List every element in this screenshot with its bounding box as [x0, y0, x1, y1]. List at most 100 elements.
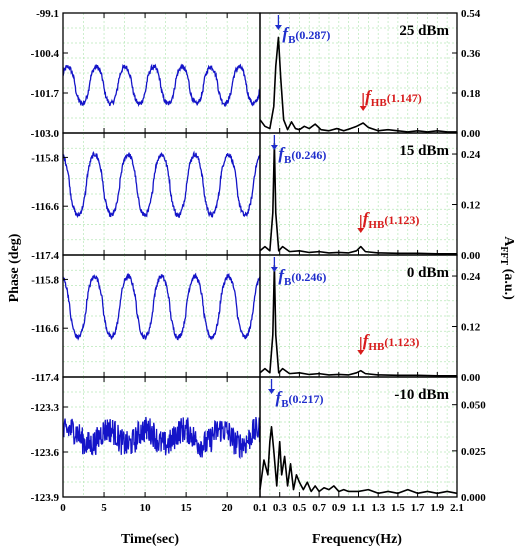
fft-ytick-label-0-0: 0.00 — [461, 128, 481, 140]
fft-xtick-label-3: 0.7 — [312, 502, 326, 514]
fft-xtick-label-6: 1.3 — [371, 502, 385, 514]
right-ylabel-main: A — [501, 236, 516, 247]
fft-xtick-label-7: 1.5 — [391, 502, 405, 514]
phase-ytick-label-0-0: -99.1 — [36, 8, 59, 20]
peak-label-f-1-0: f — [278, 144, 286, 163]
phase-panel-0: -99.1 -100.4 -101.7 -103.0 — [31, 8, 261, 140]
peak-label-sub-0-1: HB — [371, 97, 388, 109]
phase-xtick-label-3: 15 — [181, 502, 193, 514]
phase-xtick-label-1: 5 — [101, 502, 107, 514]
peak-arrow-head-2-1 — [357, 350, 365, 355]
phase-xtick-label-0: 0 — [60, 502, 66, 514]
fft-xtick-label-1: 0.3 — [273, 502, 287, 514]
left-ylabel: Phase (deg) — [7, 233, 22, 302]
left-xlabel: Time(sec) — [121, 532, 179, 547]
peak-arrow-head-0-1 — [359, 106, 367, 111]
panels: -99.1 -100.4 -101.7 -103.0 0.00 0.18 0.36 0.54 2… — [31, 8, 487, 514]
peak-label-f-1-1: f — [363, 209, 371, 228]
fft-ytick-label-2-1: 0.12 — [461, 322, 481, 334]
peak-arrow-head-3-0 — [268, 389, 276, 394]
phase-ytick-label-3-2: -123.9 — [31, 492, 60, 504]
right-ylabel-sub: FFT — [498, 246, 509, 265]
right-ylabel-unit: (a.u.) — [501, 265, 516, 300]
phase-ytick-label-3-1: -123.6 — [31, 447, 60, 459]
fft-ytick-label-2-2: 0.24 — [461, 271, 481, 283]
peak-label-0-1: fHB(1.147) — [365, 87, 422, 109]
fft-ytick-label-1-1: 0.12 — [461, 200, 481, 212]
right-ylabel: AFFT (a.u.) — [498, 236, 516, 300]
fft-line-0 — [259, 36, 457, 133]
phase-ytick-label-2-0: -115.8 — [31, 274, 59, 286]
fft-ytick-label-0-3: 0.54 — [461, 8, 481, 20]
peak-label-3-0: fB(0.217) — [276, 388, 324, 410]
phase-line-1 — [62, 150, 261, 219]
phase-line-2 — [62, 272, 261, 341]
fft-xtick-label-10: 2.1 — [450, 502, 464, 514]
fft-xtick-label-4: 0.9 — [332, 502, 346, 514]
peak-label-f-2-1: f — [363, 331, 371, 350]
peak-label-1-1: fHB(1.123) — [363, 209, 420, 231]
peak-label-sub-2-1: HB — [368, 341, 385, 353]
peak-label-sub-0-0: B — [288, 34, 296, 46]
peak-arrow-head-2-0 — [270, 267, 278, 272]
phase-line-0 — [62, 63, 261, 108]
fft-ytick-label-1-2: 0.24 — [461, 149, 481, 161]
peak-label-value-3-0: (0.217) — [289, 392, 324, 406]
peak-label-value-1-0: (0.246) — [291, 148, 326, 162]
peak-label-f-0-0: f — [282, 24, 290, 43]
peak-label-f-2-0: f — [278, 266, 286, 285]
peak-label-sub-1-1: HB — [368, 219, 385, 231]
phase-xtick-label-2: 10 — [140, 502, 152, 514]
phase-line-3 — [62, 416, 261, 460]
power-label-1: 15 dBm — [399, 143, 449, 159]
peak-label-sub-2-0: B — [284, 276, 292, 288]
peak-label-1-0: fB(0.246) — [278, 144, 326, 166]
fft-ytick-label-3-1: 0.025 — [461, 446, 486, 458]
power-label-3: -10 dBm — [394, 387, 449, 403]
phase-ytick-label-0-2: -101.7 — [31, 88, 60, 100]
peak-label-0-0: fB(0.287) — [282, 24, 330, 46]
phase-ytick-label-0-1: -100.4 — [31, 48, 60, 60]
peak-label-value-1-1: (1.123) — [384, 213, 419, 227]
peak-label-2-0: fB(0.246) — [278, 266, 326, 288]
fft-xtick-label-8: 1.7 — [411, 502, 425, 514]
phase-ytick-label-2-2: -117.4 — [31, 372, 59, 384]
peak-arrow-head-1-0 — [270, 145, 278, 150]
phase-ytick-label-1-0: -115.8 — [31, 152, 59, 164]
fft-ytick-label-3-0: 0.000 — [461, 492, 486, 504]
peak-label-sub-3-0: B — [281, 398, 289, 410]
power-label-0: 25 dBm — [399, 23, 449, 39]
phase-panel-1: -115.8 -116.6 -117.4 — [31, 132, 261, 262]
phase-xtick-label-4: 20 — [222, 502, 234, 514]
peak-label-value-2-0: (0.246) — [291, 270, 326, 284]
phase-ytick-label-0-3: -103.0 — [31, 128, 60, 140]
peak-label-sub-1-0: B — [284, 154, 292, 166]
phase-ytick-label-2-1: -116.6 — [31, 323, 59, 335]
fft-xtick-label-9: 1.9 — [430, 502, 444, 514]
fft-ytick-label-2-0: 0.00 — [461, 372, 481, 384]
fft-xtick-label-2: 0.5 — [293, 502, 307, 514]
phase-panel-3: -123.3 -123.6 -123.90 5 10 15 20 — [31, 376, 261, 514]
fft-xtick-label-5: 1.1 — [352, 502, 366, 514]
peak-label-2-1: fHB(1.123) — [363, 331, 420, 353]
phase-ytick-label-1-1: -116.6 — [31, 201, 59, 213]
peak-label-value-0-1: (1.147) — [387, 91, 422, 105]
fft-ytick-label-1-0: 0.00 — [461, 250, 481, 262]
phase-panel-2: -115.8 -116.6 -117.4 — [31, 254, 261, 384]
peak-label-value-2-1: (1.123) — [384, 335, 419, 349]
power-label-2: 0 dBm — [407, 265, 450, 281]
fft-ytick-label-0-2: 0.36 — [461, 48, 481, 60]
peak-label-f-0-1: f — [365, 87, 373, 106]
fft-xtick-label-0: 0.1 — [253, 502, 267, 514]
peak-arrow-head-1-1 — [357, 228, 365, 233]
peak-label-f-3-0: f — [276, 388, 284, 407]
phase-ytick-label-1-2: -117.4 — [31, 250, 59, 262]
fft-panel-3: 0.000 0.025 0.050 0.1 0.3 0.5 0.7 0.9 1.1 1.3 1.5 1… — [253, 376, 486, 514]
peak-arrow-head-0-0 — [274, 25, 282, 30]
peak-label-value-0-0: (0.287) — [295, 28, 330, 42]
fft-ytick-label-0-1: 0.18 — [461, 88, 481, 100]
